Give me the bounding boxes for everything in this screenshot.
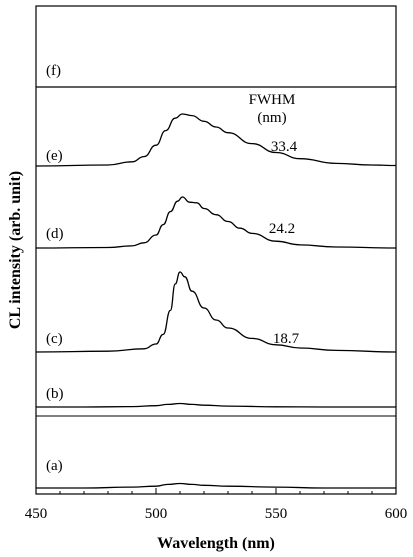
- spectrum-line-a: [36, 482, 396, 489]
- fwhm-header: FWHM: [249, 92, 296, 108]
- panel-label-c: (c): [46, 331, 63, 347]
- fwhm-value-e: 33.4: [271, 139, 298, 155]
- x-axis-title: Wavelength (nm): [157, 535, 275, 552]
- panel-label-b: (b): [46, 386, 64, 402]
- panel-label-d: (d): [46, 226, 64, 242]
- spectrum-line-c: [35, 271, 397, 353]
- y-axis-title: CL intensity (arb. unit): [7, 171, 24, 329]
- x-axis-ticks: 450 500 550 600: [25, 488, 408, 522]
- fwhm-unit: (nm): [257, 110, 286, 126]
- spectra-traces: [35, 86, 397, 489]
- fwhm-value-c: 18.7: [273, 331, 300, 347]
- plot-frame: [35, 5, 397, 495]
- panel-labels: (a) (b) (c) (d) (e) (f): [46, 63, 64, 474]
- panel-label-f: (f): [46, 63, 61, 79]
- spectrum-line-b: [35, 402, 396, 408]
- spectrum-line-e: [35, 113, 397, 167]
- x-tick-label: 600: [385, 506, 408, 522]
- spectrum-line-d: [35, 196, 397, 249]
- fwhm-values: 18.7 24.2 33.4: [269, 139, 300, 347]
- x-tick-label: 450: [25, 506, 48, 522]
- fwhm-value-d: 24.2: [269, 221, 295, 237]
- x-tick-label: 500: [145, 506, 168, 522]
- panel-label-e: (e): [46, 148, 63, 164]
- x-tick-label: 550: [265, 506, 288, 522]
- panel-label-a: (a): [46, 458, 63, 474]
